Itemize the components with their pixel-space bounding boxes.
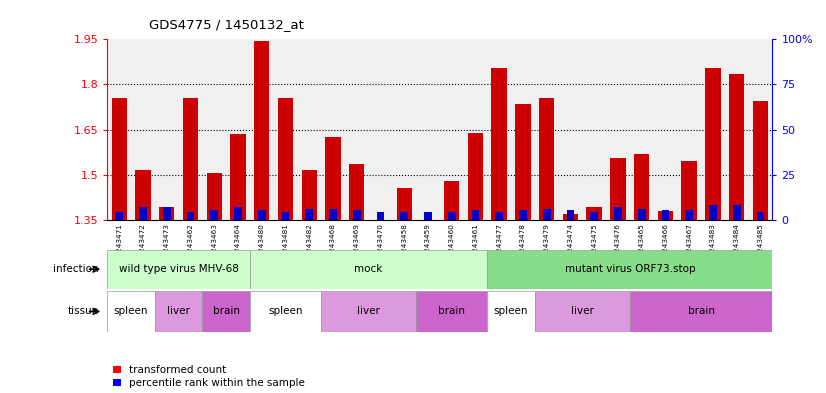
Text: mutant virus ORF73.stop: mutant virus ORF73.stop: [564, 264, 695, 274]
Bar: [468, 133, 483, 220]
Bar: [543, 209, 551, 220]
Bar: [163, 207, 171, 220]
Bar: [591, 212, 598, 220]
Text: liver: liver: [571, 307, 594, 316]
Bar: [230, 134, 245, 220]
Bar: [630, 291, 772, 332]
Bar: [634, 154, 649, 220]
Text: wild type virus MHV-68: wild type virus MHV-68: [119, 264, 239, 274]
Bar: [610, 158, 625, 220]
Bar: [211, 210, 218, 220]
Legend: transformed count, percentile rank within the sample: transformed count, percentile rank withi…: [112, 365, 305, 388]
Bar: [424, 212, 432, 220]
Bar: [563, 214, 578, 220]
Bar: [282, 212, 289, 220]
Bar: [107, 291, 155, 332]
Bar: [258, 210, 266, 220]
Bar: [349, 164, 364, 220]
Bar: [519, 210, 527, 220]
Bar: [155, 291, 202, 332]
Bar: [301, 171, 317, 220]
Bar: [353, 210, 361, 220]
Text: mock: mock: [354, 264, 382, 274]
Bar: [444, 181, 459, 220]
Bar: [112, 98, 127, 220]
Text: spleen: spleen: [114, 307, 149, 316]
Bar: [686, 210, 693, 220]
Bar: [325, 137, 340, 220]
Bar: [278, 98, 293, 220]
Bar: [250, 250, 487, 289]
Bar: [662, 210, 669, 220]
Bar: [202, 291, 250, 332]
Text: liver: liver: [167, 307, 190, 316]
Bar: [757, 212, 764, 220]
Bar: [539, 98, 554, 220]
Text: GDS4775 / 1450132_at: GDS4775 / 1450132_at: [149, 18, 304, 31]
Bar: [448, 212, 456, 220]
Bar: [496, 212, 503, 220]
Bar: [515, 104, 530, 220]
Bar: [487, 291, 535, 332]
Bar: [234, 207, 242, 220]
Text: tissue: tissue: [68, 307, 99, 316]
Bar: [614, 207, 622, 220]
Text: spleen: spleen: [494, 307, 529, 316]
Bar: [183, 98, 198, 220]
Bar: [396, 188, 412, 220]
Bar: [535, 291, 630, 332]
Bar: [681, 162, 697, 220]
Text: infection: infection: [54, 264, 99, 274]
Bar: [729, 74, 744, 220]
Bar: [187, 212, 194, 220]
Bar: [567, 210, 574, 220]
Bar: [135, 171, 150, 220]
Bar: [306, 209, 313, 220]
Bar: [107, 250, 250, 289]
Bar: [705, 68, 720, 220]
Text: brain: brain: [439, 307, 465, 316]
Text: spleen: spleen: [268, 307, 303, 316]
Bar: [491, 68, 507, 220]
Bar: [377, 212, 384, 220]
Text: brain: brain: [212, 307, 240, 316]
Text: liver: liver: [357, 307, 380, 316]
Bar: [657, 211, 673, 220]
Bar: [206, 173, 222, 220]
Bar: [254, 41, 269, 220]
Bar: [159, 207, 174, 220]
Bar: [329, 209, 337, 220]
Bar: [638, 209, 646, 220]
Bar: [472, 210, 479, 220]
Bar: [139, 207, 147, 220]
Bar: [250, 291, 321, 332]
Bar: [116, 212, 123, 220]
Bar: [321, 291, 416, 332]
Bar: [373, 220, 388, 222]
Bar: [709, 206, 717, 220]
Bar: [401, 212, 408, 220]
Bar: [487, 250, 772, 289]
Bar: [416, 291, 487, 332]
Bar: [586, 207, 602, 220]
Bar: [752, 101, 768, 220]
Text: brain: brain: [687, 307, 714, 316]
Bar: [733, 206, 741, 220]
